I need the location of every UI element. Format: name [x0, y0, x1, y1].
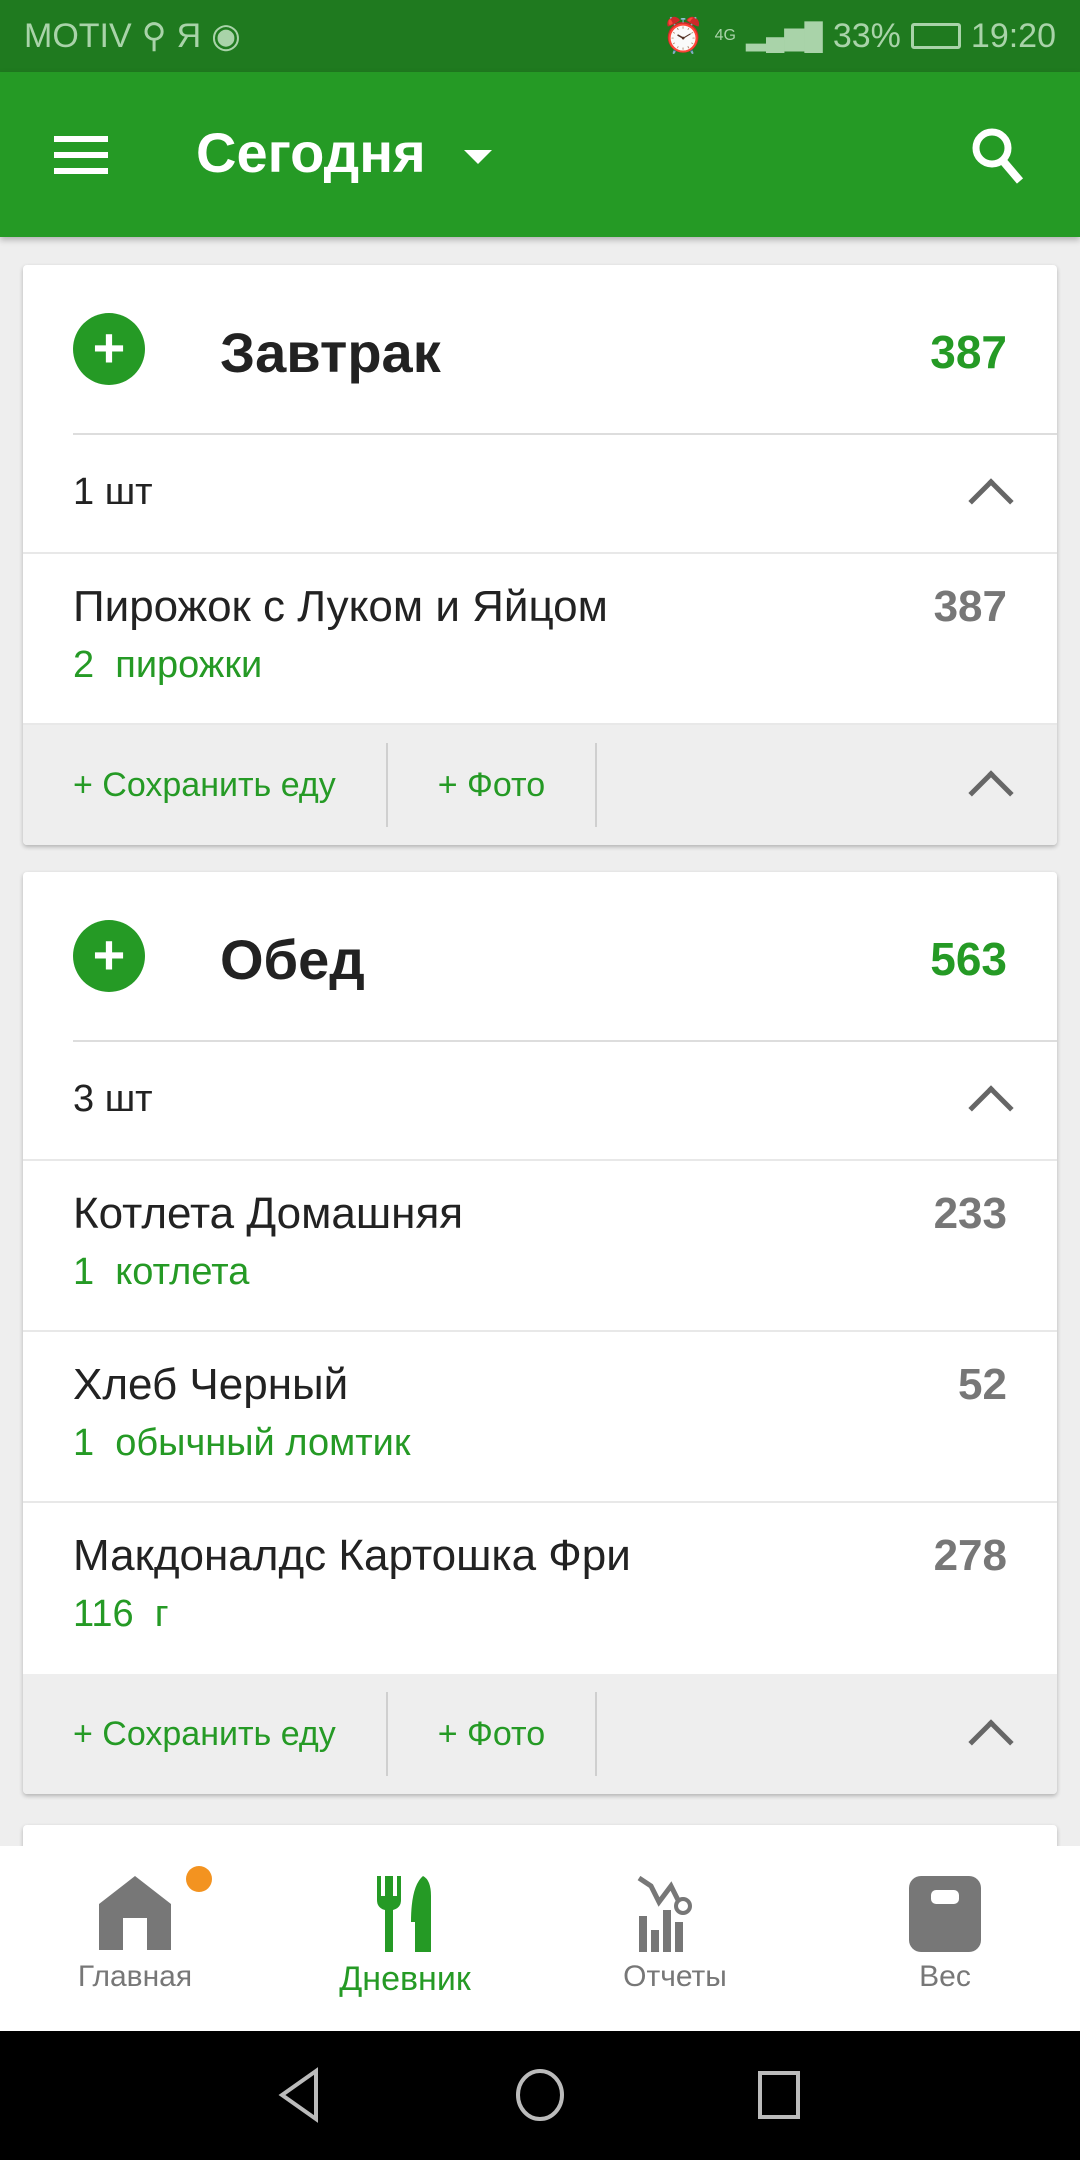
- meal-card-lunch: + Обед 563 3 шт Котлета Домашняя 1 котле…: [23, 872, 1057, 1794]
- list-item[interactable]: Котлета Домашняя 1 котлета 233: [23, 1161, 1057, 1332]
- nav-label: Дневник: [339, 1960, 471, 1998]
- back-icon[interactable]: [276, 2067, 324, 2123]
- scale-icon: [909, 1876, 981, 1952]
- add-food-button[interactable]: +: [73, 920, 145, 992]
- battery-icon: [910, 23, 961, 49]
- meal-calories: 563: [930, 933, 1007, 985]
- meal-footer: + Сохранить еду + Фото: [23, 1674, 1057, 1794]
- chevron-up-icon[interactable]: [968, 1719, 1014, 1765]
- alarm-icon: ⏰: [662, 17, 705, 55]
- nav-reports[interactable]: Отчеты: [540, 1846, 810, 2031]
- nav-diary[interactable]: Дневник: [270, 1846, 540, 2031]
- list-item[interactable]: Хлеб Черный 1 обычный ломтик 52: [23, 1332, 1057, 1503]
- nav-home[interactable]: Главная: [0, 1846, 270, 2031]
- list-item[interactable]: Пирожок с Луком и Яйцом 2 пирожки 387: [23, 554, 1057, 725]
- meal-footer: + Сохранить еду + Фото: [23, 725, 1057, 845]
- food-name: Пирожок с Луком и Яйцом: [73, 582, 608, 631]
- save-food-button[interactable]: + Сохранить еду: [23, 1692, 388, 1776]
- app-bar: Сегодня: [0, 72, 1080, 237]
- nav-label: Главная: [77, 1960, 193, 1993]
- home-icon: [99, 1876, 171, 1950]
- add-food-button[interactable]: +: [73, 313, 145, 385]
- food-portion: 1 обычный ломтик: [73, 1422, 411, 1464]
- status-bar: MOTIV ⚲ Я ◉ ⏰ 4G ▂▄▆█ 33% 19:20: [0, 0, 1080, 72]
- food-calories: 387: [933, 582, 1007, 631]
- meal-card-breakfast: + Завтрак 387 1 шт Пирожок с Луком и Яйц…: [23, 265, 1057, 845]
- meal-header: + Обед 563: [23, 872, 1057, 1042]
- save-food-button[interactable]: + Сохранить еду: [23, 743, 388, 827]
- fork-knife-icon: [377, 1876, 431, 1952]
- item-count-row[interactable]: 3 шт: [23, 1040, 1057, 1161]
- chevron-up-icon[interactable]: [968, 1085, 1014, 1131]
- chrome-icon: ◉: [211, 17, 241, 55]
- bottom-nav: Главная Дневник Отчеты Вес: [0, 1846, 1080, 2031]
- clock: 19:20: [970, 16, 1056, 55]
- add-photo-button[interactable]: + Фото: [388, 1692, 598, 1776]
- network-type: 4G: [714, 27, 736, 44]
- date-selector[interactable]: Сегодня: [196, 121, 426, 184]
- food-portion: 2 пирожки: [73, 644, 263, 686]
- home-button-icon[interactable]: [514, 2067, 566, 2123]
- list-item[interactable]: Макдоналдс Картошка Фри 116 г 278: [23, 1503, 1057, 1674]
- food-calories: 52: [958, 1360, 1007, 1409]
- food-name: Котлета Домашняя: [73, 1189, 464, 1238]
- system-nav-bar: [0, 2031, 1080, 2160]
- dropdown-icon[interactable]: [464, 150, 492, 164]
- meal-calories: 387: [930, 326, 1007, 378]
- chart-icon: [637, 1876, 692, 1952]
- food-portion: 1 котлета: [73, 1251, 250, 1293]
- notification-badge: [186, 1866, 212, 1892]
- meal-header: + Завтрак 387: [23, 265, 1057, 435]
- food-name: Макдоналдс Картошка Фри: [73, 1531, 631, 1580]
- battery-level: 33%: [832, 16, 901, 55]
- search-icon[interactable]: [970, 126, 1026, 186]
- food-portion: 116 г: [73, 1593, 169, 1635]
- meal-name: Завтрак: [220, 321, 441, 384]
- chevron-up-icon[interactable]: [968, 478, 1014, 524]
- signal-icon: ▂▄▆█: [746, 20, 823, 51]
- yandex-icon: Я: [176, 16, 202, 55]
- nav-weight[interactable]: Вес: [810, 1846, 1080, 2031]
- food-calories: 233: [933, 1189, 1007, 1238]
- item-count: 3 шт: [73, 1078, 153, 1120]
- nav-label: Отчеты: [623, 1960, 727, 1993]
- recents-icon[interactable]: [756, 2069, 804, 2121]
- item-count: 1 шт: [73, 471, 153, 513]
- food-calories: 278: [933, 1531, 1007, 1580]
- add-photo-button[interactable]: + Фото: [388, 743, 598, 827]
- nav-label: Вес: [919, 1960, 971, 1993]
- item-count-row[interactable]: 1 шт: [23, 433, 1057, 554]
- chevron-up-icon[interactable]: [968, 770, 1014, 816]
- food-name: Хлеб Черный: [73, 1360, 349, 1409]
- meal-name: Обед: [220, 928, 365, 991]
- menu-icon[interactable]: [54, 136, 108, 174]
- search-icon: ⚲: [141, 17, 167, 55]
- carrier: MOTIV: [24, 16, 132, 55]
